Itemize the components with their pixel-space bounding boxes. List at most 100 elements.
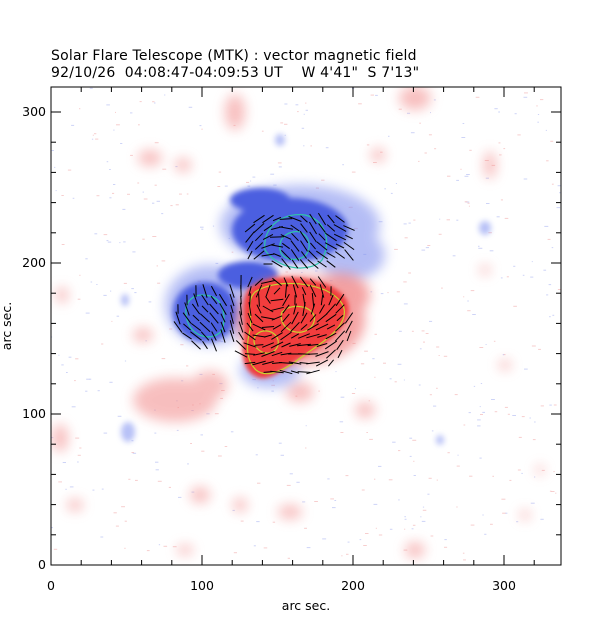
field-vector <box>291 311 299 325</box>
field-vector <box>262 233 274 241</box>
noise-speck <box>186 365 189 367</box>
field-vector <box>193 293 199 307</box>
field-vector <box>220 321 226 333</box>
noise-speck <box>516 521 519 523</box>
noise-speck <box>545 129 547 131</box>
field-vector <box>247 250 253 260</box>
noise-speck <box>540 518 544 520</box>
noise-speck <box>404 516 406 518</box>
x-tick-label: 200 <box>341 578 365 593</box>
plot-subtitle: 92/10/26 04:08:47-04:09:53 UT W 4'41" S … <box>51 65 419 81</box>
field-vector <box>300 240 308 252</box>
noise-speck <box>484 533 487 535</box>
field-vector <box>183 323 191 331</box>
field-vector <box>306 361 320 365</box>
field-vector <box>190 331 202 341</box>
noise-speck <box>297 111 299 113</box>
noise-speck <box>163 545 168 547</box>
noise-speck <box>411 528 414 530</box>
noise-speck <box>253 545 256 547</box>
noise-speck <box>463 424 466 426</box>
noise-speck <box>321 179 325 181</box>
noise-speck <box>413 460 415 462</box>
field-vector <box>334 330 346 342</box>
field-vector <box>272 216 282 222</box>
noise-speck <box>85 390 88 392</box>
y-tick-label: 100 <box>22 406 46 421</box>
noise-speck <box>556 207 561 209</box>
noise-speck <box>94 233 98 235</box>
noise-speck <box>463 559 466 561</box>
noise-speck <box>410 132 415 134</box>
noise-speck <box>168 486 171 488</box>
field-vector <box>309 314 317 322</box>
noise-speck <box>438 355 440 356</box>
field-vector <box>254 344 264 346</box>
field-vector <box>220 329 226 343</box>
noise-speck <box>536 105 538 107</box>
noise-speck <box>148 301 152 303</box>
noise-speck <box>152 202 155 204</box>
noise-speck <box>364 350 368 352</box>
field-vector <box>315 323 329 331</box>
field-vector <box>309 284 317 298</box>
noise-speck <box>75 358 79 360</box>
field-vector <box>327 214 335 224</box>
noise-speck <box>523 178 528 180</box>
noise-speck <box>217 186 221 187</box>
field-vector <box>291 232 299 242</box>
field-vector <box>326 252 336 258</box>
noise-speck <box>504 217 509 219</box>
noise-speck <box>392 441 396 443</box>
noise-speck <box>61 364 64 366</box>
field-vector <box>238 321 244 333</box>
field-vector <box>301 286 307 296</box>
noise-speck <box>109 381 113 383</box>
noise-speck <box>301 272 303 273</box>
noise-speck <box>58 354 60 356</box>
noise-speck <box>233 552 237 554</box>
field-vector <box>344 312 354 324</box>
field-vector <box>324 242 338 250</box>
noise-speck <box>499 154 502 156</box>
noise-speck <box>396 291 400 293</box>
field-vector <box>309 231 317 243</box>
noise-speck <box>79 274 81 276</box>
noise-speck <box>157 282 161 284</box>
noise-speck <box>375 94 378 96</box>
field-vector <box>254 232 264 242</box>
field-vector <box>199 313 211 323</box>
field-vector <box>300 215 308 223</box>
noise-speck <box>305 102 307 104</box>
noise-speck <box>128 478 131 480</box>
field-vector <box>201 294 209 306</box>
noise-speck <box>521 472 523 474</box>
noise-speck <box>491 399 495 400</box>
noise-speck <box>374 478 376 480</box>
noise-speck <box>74 380 76 382</box>
noise-speck <box>537 121 539 123</box>
noise-speck <box>284 134 286 136</box>
noise-speck <box>552 314 555 316</box>
noise-speck <box>137 182 140 184</box>
field-vector <box>252 334 266 338</box>
noise-speck <box>409 455 412 457</box>
noise-speck <box>86 378 90 380</box>
noise-speck <box>271 390 274 392</box>
noise-speck <box>113 512 117 514</box>
noise-speck <box>468 412 471 414</box>
field-vector <box>335 304 345 314</box>
field-vector <box>343 225 355 231</box>
noise-speck <box>436 346 440 348</box>
noise-speck <box>246 181 250 183</box>
noise-speck <box>347 541 350 543</box>
noise-speck <box>530 502 535 504</box>
noise-speck <box>419 122 421 124</box>
field-vector <box>328 294 334 306</box>
field-vector <box>300 223 308 233</box>
field-vector <box>261 243 275 249</box>
field-vector <box>244 361 256 365</box>
noise-speck <box>142 191 144 193</box>
field-vector <box>182 332 192 340</box>
field-vector <box>291 259 299 269</box>
